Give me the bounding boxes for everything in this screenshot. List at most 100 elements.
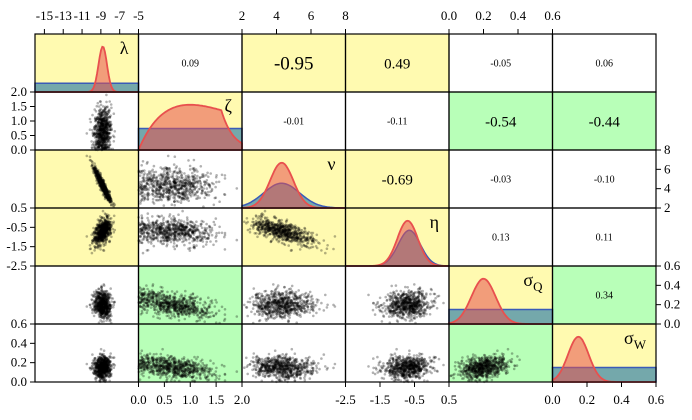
scatter-point bbox=[143, 169, 146, 172]
scatter-point bbox=[110, 128, 113, 132]
scatter-point bbox=[103, 137, 106, 141]
scatter-point bbox=[332, 247, 335, 251]
scatter-point bbox=[105, 137, 108, 140]
scatter-point bbox=[173, 247, 177, 251]
scatter-point bbox=[272, 222, 276, 226]
scatter-point bbox=[105, 117, 108, 120]
scatter-point bbox=[107, 222, 110, 226]
scatter-point bbox=[286, 232, 289, 235]
panel-bg-r0-c4 bbox=[449, 34, 553, 92]
scatter-point bbox=[100, 123, 104, 127]
scatter-point bbox=[182, 179, 185, 182]
scatter-point bbox=[102, 128, 105, 131]
scatter-point bbox=[100, 284, 103, 288]
scatter-point bbox=[149, 240, 153, 243]
scatter-point bbox=[104, 110, 107, 114]
scatter-point bbox=[100, 138, 104, 142]
scatter-point bbox=[108, 143, 112, 146]
scatter-point bbox=[92, 293, 96, 296]
scatter-point bbox=[203, 196, 207, 200]
scatter-point bbox=[187, 180, 190, 183]
scatter-point bbox=[101, 140, 104, 143]
scatter-point bbox=[106, 116, 109, 120]
scatter-point bbox=[109, 306, 112, 310]
scatter-point bbox=[178, 167, 181, 171]
scatter-point bbox=[190, 220, 193, 224]
scatter-point bbox=[100, 145, 104, 148]
scatter-point bbox=[278, 218, 281, 222]
scatter-point bbox=[173, 218, 176, 222]
scatter-point bbox=[98, 116, 101, 120]
scatter-point bbox=[208, 228, 212, 232]
scatter-point bbox=[101, 132, 105, 135]
scatter-point bbox=[106, 128, 110, 131]
scatter-point bbox=[141, 160, 145, 163]
panel-bg-r2-c3 bbox=[345, 150, 449, 208]
scatter-point bbox=[95, 141, 98, 145]
scatter-point bbox=[187, 159, 190, 162]
scatter-point bbox=[152, 237, 156, 240]
scatter-point bbox=[157, 215, 161, 218]
scatter-point bbox=[99, 132, 102, 136]
scatter-point bbox=[196, 174, 199, 178]
scatter-point bbox=[265, 216, 269, 220]
scatter-point bbox=[105, 113, 109, 116]
scatter-point bbox=[203, 191, 207, 194]
scatter-point bbox=[92, 140, 96, 144]
scatter-point bbox=[152, 164, 156, 168]
scatter-point bbox=[142, 173, 146, 177]
scatter-point bbox=[184, 232, 187, 235]
scatter-point bbox=[204, 173, 208, 177]
scatter-point bbox=[193, 173, 197, 177]
scatter-point bbox=[101, 122, 104, 126]
scatter-point bbox=[100, 134, 104, 138]
scatter-point bbox=[106, 122, 109, 126]
scatter-point bbox=[142, 226, 146, 230]
scatter-point bbox=[102, 226, 106, 229]
scatter-point bbox=[96, 117, 99, 120]
scatter-point bbox=[193, 231, 196, 234]
scatter-point bbox=[100, 235, 103, 238]
scatter-point bbox=[99, 127, 102, 130]
scatter-point bbox=[102, 143, 105, 146]
scatter-point bbox=[100, 128, 104, 131]
scatter-point bbox=[102, 223, 106, 227]
scatter-point bbox=[105, 146, 108, 149]
scatter-point bbox=[98, 131, 102, 135]
scatter-point bbox=[107, 219, 110, 223]
scatter-point bbox=[94, 117, 97, 121]
scatter-point bbox=[140, 164, 143, 167]
scatter-point bbox=[306, 238, 310, 241]
scatter-point bbox=[269, 240, 273, 244]
scatter-point bbox=[101, 147, 105, 150]
scatter-point bbox=[91, 131, 95, 134]
scatter-point bbox=[99, 118, 102, 121]
scatter-point bbox=[107, 137, 111, 141]
scatter-point bbox=[105, 100, 108, 104]
scatter-point bbox=[102, 119, 105, 122]
scatter-point bbox=[161, 189, 165, 193]
scatter-point bbox=[97, 143, 100, 146]
scatter-point bbox=[258, 225, 261, 229]
scatter-point bbox=[288, 235, 292, 238]
scatter-point bbox=[177, 191, 181, 194]
panel-bg-r3-c2 bbox=[242, 208, 346, 266]
scatter-point bbox=[92, 314, 96, 318]
scatter-point bbox=[113, 300, 117, 304]
scatter-point bbox=[105, 121, 109, 125]
scatter-point bbox=[104, 243, 107, 247]
scatter-point bbox=[97, 145, 101, 149]
scatter-point bbox=[292, 235, 296, 238]
scatter-point bbox=[105, 131, 108, 135]
scatter-point bbox=[104, 314, 107, 318]
scatter-point bbox=[99, 128, 102, 131]
scatter-point bbox=[298, 248, 302, 251]
scatter-point bbox=[264, 221, 268, 224]
scatter-point bbox=[91, 239, 94, 242]
scatter-point bbox=[256, 217, 260, 220]
scatter-point bbox=[149, 235, 152, 238]
scatter-point bbox=[104, 124, 107, 128]
scatter-point bbox=[186, 218, 189, 221]
scatter-point bbox=[183, 243, 186, 247]
scatter-point bbox=[90, 298, 93, 301]
